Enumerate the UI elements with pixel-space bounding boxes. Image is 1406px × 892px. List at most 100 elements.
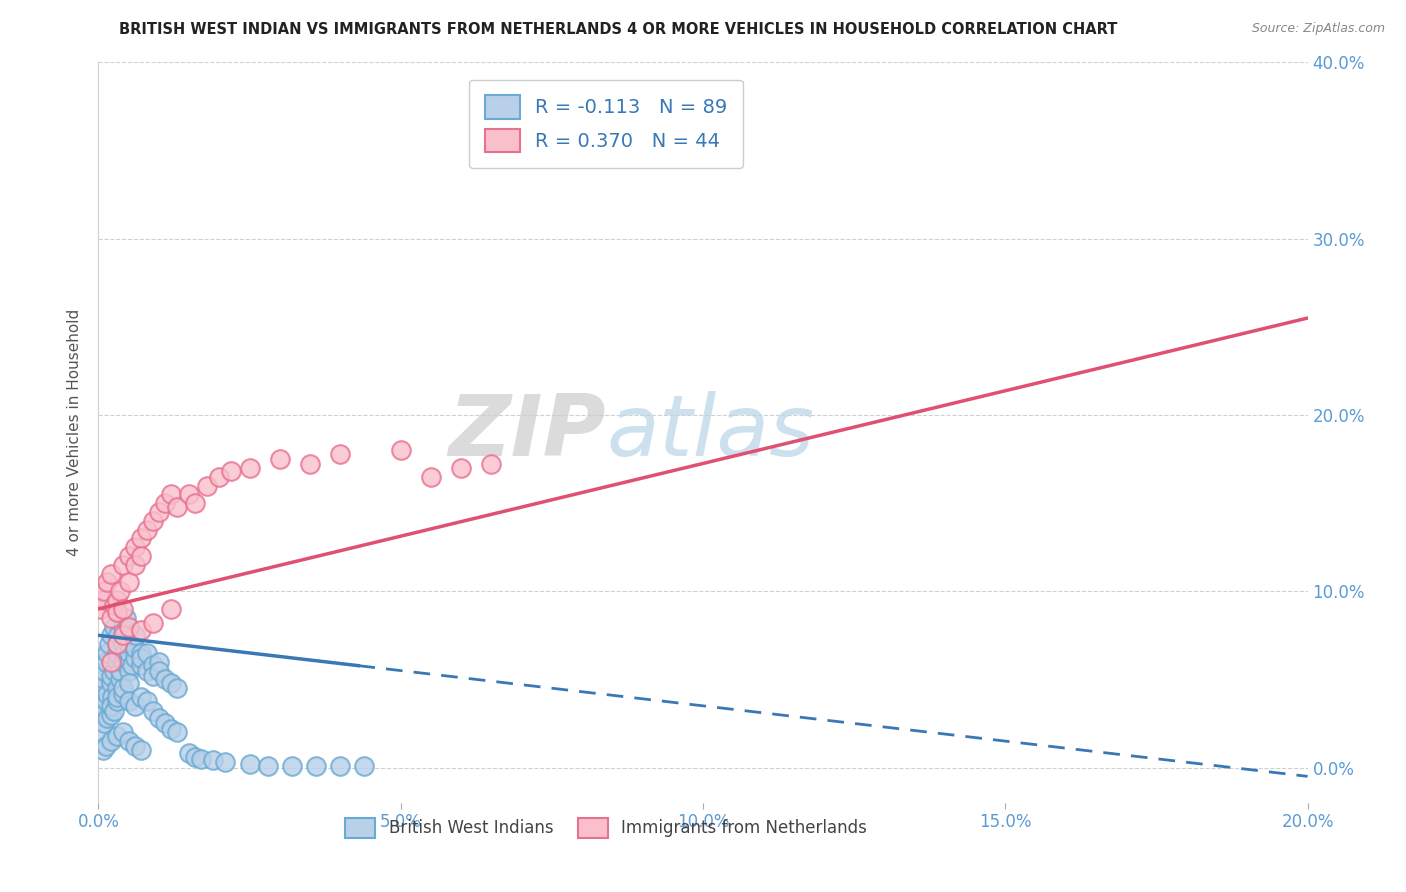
Point (98, 637, 121, 651)
Point (148, 664, 170, 678)
Point (160, 676, 183, 690)
Point (96, 686, 118, 700)
Point (93, 593, 115, 607)
Point (135, 664, 157, 678)
Point (160, 487, 183, 501)
Point (118, 676, 141, 690)
Point (108, 664, 131, 678)
Point (142, 514, 165, 528)
Point (135, 693, 157, 707)
Y-axis label: 4 or more Vehicles in Household: 4 or more Vehicles in Household (67, 309, 83, 557)
Point (111, 681, 134, 696)
Point (142, 704, 165, 718)
Point (256, 758, 278, 772)
Point (389, 443, 412, 458)
Text: Source: ZipAtlas.com: Source: ZipAtlas.com (1251, 22, 1385, 36)
Point (124, 628, 146, 642)
Text: ZIP: ZIP (449, 391, 606, 475)
Point (93, 664, 115, 678)
Point (129, 743, 152, 757)
Point (105, 593, 128, 607)
Point (269, 452, 291, 467)
Point (100, 610, 122, 624)
Point (124, 651, 146, 665)
Point (195, 478, 218, 492)
Point (111, 558, 134, 572)
Point (153, 673, 176, 687)
Point (111, 686, 134, 700)
Point (105, 637, 128, 651)
Point (105, 606, 128, 620)
Point (129, 658, 152, 673)
Point (239, 461, 262, 475)
Point (121, 658, 143, 673)
Point (94, 693, 117, 707)
Point (100, 655, 122, 669)
Point (118, 637, 141, 651)
Point (111, 725, 134, 739)
Point (100, 628, 122, 642)
Point (148, 711, 170, 725)
Point (103, 599, 125, 613)
Point (214, 756, 236, 770)
Point (129, 549, 152, 563)
Legend: British West Indians, Immigrants from Netherlands: British West Indians, Immigrants from Ne… (337, 809, 876, 847)
Point (166, 500, 188, 514)
Point (91, 690, 114, 704)
Point (124, 558, 146, 572)
Point (190, 752, 212, 766)
Point (481, 458, 503, 472)
Point (129, 651, 152, 665)
Point (90, 602, 112, 616)
Point (118, 619, 141, 633)
Point (166, 681, 188, 696)
Point (105, 690, 128, 704)
Point (142, 658, 165, 673)
Point (100, 734, 122, 748)
Point (111, 655, 134, 669)
Point (118, 734, 141, 748)
Point (93, 716, 115, 731)
Point (103, 664, 125, 678)
Point (148, 655, 170, 669)
Point (142, 669, 165, 683)
Point (105, 693, 128, 707)
Point (129, 690, 152, 704)
Point (353, 758, 375, 772)
Point (166, 725, 188, 739)
Point (100, 669, 122, 683)
Point (208, 469, 231, 483)
Point (111, 637, 134, 651)
Point (100, 676, 122, 690)
Point (90, 707, 112, 722)
Point (179, 487, 201, 501)
Point (202, 754, 225, 768)
Point (281, 758, 304, 772)
Point (89, 698, 111, 713)
Point (100, 690, 122, 704)
Point (179, 747, 201, 761)
Point (111, 628, 134, 642)
Point (124, 540, 146, 554)
Point (105, 655, 128, 669)
Point (129, 532, 152, 546)
Point (118, 575, 141, 590)
Point (148, 505, 170, 519)
Point (305, 758, 328, 772)
Point (118, 664, 141, 678)
Point (111, 602, 134, 616)
Point (108, 584, 131, 599)
Point (105, 729, 128, 743)
Point (93, 584, 115, 599)
Point (329, 447, 352, 461)
Point (118, 655, 141, 669)
Point (111, 628, 134, 642)
Point (118, 646, 141, 660)
Point (420, 469, 443, 483)
Point (153, 716, 176, 731)
Point (329, 758, 352, 772)
Point (118, 549, 141, 563)
Point (94, 655, 117, 669)
Point (160, 602, 183, 616)
Point (100, 566, 122, 581)
